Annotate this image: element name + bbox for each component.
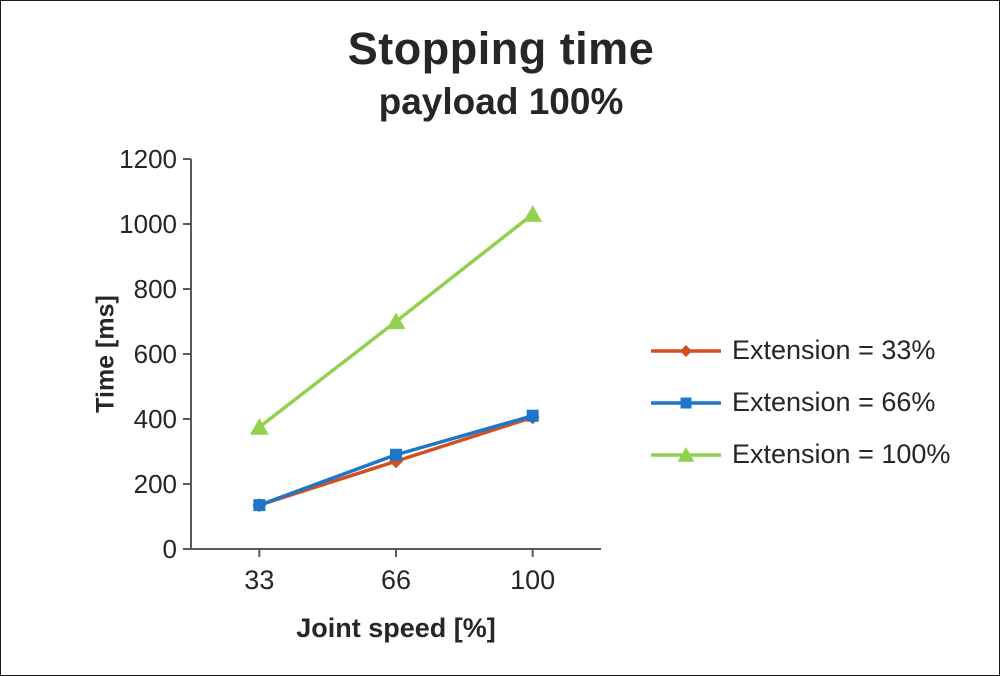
series-marker-1 — [390, 448, 402, 461]
legend-item: Extension = 100% — [649, 439, 950, 470]
legend-shape — [677, 446, 695, 462]
chart-title: Stopping time — [347, 23, 655, 74]
legend-item: Extension = 66% — [649, 387, 950, 418]
series-marker-2 — [249, 418, 269, 435]
y-tick-label: 800 — [134, 274, 177, 304]
legend-item: Extension = 33% — [649, 335, 950, 366]
x-tick-label: 33 — [244, 565, 274, 595]
y-tick-label: 600 — [134, 339, 177, 369]
legend-shape — [680, 344, 692, 357]
legend-label: Extension = 100% — [732, 439, 951, 469]
x-tick-label: 100 — [510, 565, 555, 595]
series-marker-1 — [253, 499, 266, 512]
legend-marker-svg — [651, 446, 721, 462]
legend-marker-diamond-icon — [649, 340, 723, 362]
y-tick-label: 200 — [134, 469, 177, 499]
y-tick-label: 0 — [163, 534, 177, 564]
series-marker-1 — [526, 409, 539, 422]
legend: Extension = 33% Extension = 66% Extensio… — [649, 335, 950, 470]
y-tick-label: 400 — [134, 404, 177, 434]
legend-label: Extension = 33% — [732, 335, 936, 365]
x-axis-title: Joint speed [%] — [296, 613, 496, 643]
legend-marker-square-icon — [649, 392, 723, 414]
x-tick-label: 66 — [381, 565, 411, 595]
legend-marker-svg — [651, 397, 721, 408]
series-marker-2 — [386, 312, 406, 330]
legend-shape — [680, 397, 692, 408]
y-tick-label: 1200 — [119, 144, 177, 174]
legend-label: Extension = 66% — [732, 387, 936, 417]
legend-marker-svg — [651, 344, 721, 357]
legend-marker-triangle-icon — [649, 444, 723, 466]
series-marker-2 — [523, 205, 543, 222]
y-tick-label: 1000 — [119, 209, 177, 239]
chart-subtitle: payload 100% — [378, 81, 624, 122]
